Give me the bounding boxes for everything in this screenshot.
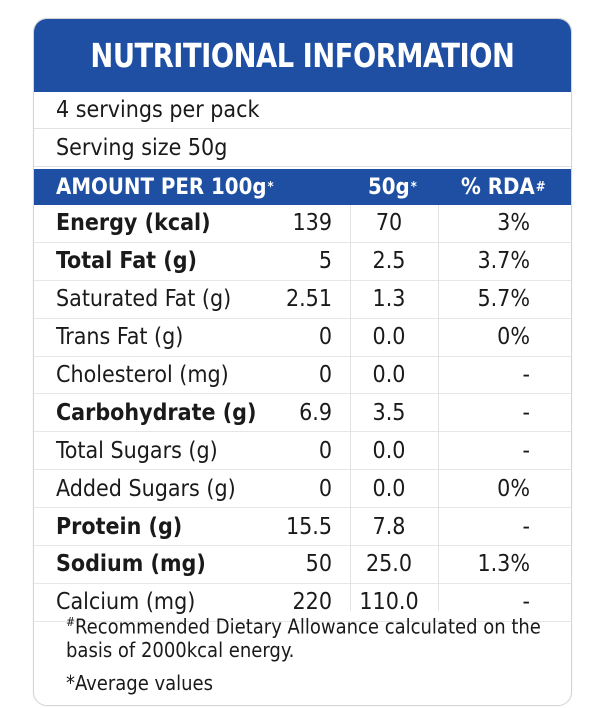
nutrient-name: Total Fat (g) [56,248,197,275]
nutrient-name: Protein (g) [56,513,183,540]
rda-footnote-text: Recommended Dietary Allowance calculated… [66,614,541,662]
header-50g-sup: * [410,179,417,195]
nutrition-label: NUTRITIONAL INFORMATION 4 servings per p… [33,18,572,706]
table-row: Energy (kcal) 139 70 3% [34,205,571,243]
servings-per-pack-row: 4 servings per pack [34,92,571,129]
value-per-100g: 0 [318,362,332,388]
value-per-100g: 2.51 [285,286,332,313]
nutrient-name: Carbohydrate (g) [56,399,257,426]
title-bar: NUTRITIONAL INFORMATION [34,19,571,92]
rda-footnote-sup: # [66,615,76,629]
header-amount-per-100g: AMOUNT PER 100g * [56,169,274,205]
value-per-50g: 0.0 [372,324,406,351]
table-row: Saturated Fat (g) 2.51 1.3 5.7% [34,281,571,319]
table-header: AMOUNT PER 100g * 50g * % RDA # [34,169,571,205]
value-per-100g: 139 [292,210,333,237]
value-per-100g: 0 [318,475,332,502]
value-rda: 5.7% [477,286,530,313]
nutrient-name: Calcium (mg) [56,589,196,616]
nutrient-name: Total Sugars (g) [56,437,218,464]
value-per-50g: 0.0 [372,362,406,388]
average-values-note: *Average values [66,671,214,695]
nutrient-name: Energy (kcal) [56,210,211,237]
value-per-100g: 5 [318,248,332,275]
column-divider [438,205,439,611]
header-rda-sup: # [535,179,546,195]
value-rda: - [522,589,530,616]
table-row: Added Sugars (g) 0 0.0 0% [34,470,571,509]
value-per-50g: 1.3 [372,286,406,313]
value-per-100g: 6.9 [299,399,332,426]
nutrient-name: Trans Fat (g) [56,324,184,351]
value-rda: - [522,513,530,540]
header-50g-label: 50g [368,174,410,200]
value-per-50g: 25.0 [365,551,413,578]
column-divider [350,205,351,611]
value-per-50g: 3.5 [372,399,406,426]
table-row: Calcium (mg) 220 110.0 - [34,584,571,622]
value-per-50g: 110.0 [359,589,419,616]
value-per-100g: 220 [292,589,333,616]
table-row: Total Sugars (g) 0 0.0 - [34,432,571,471]
serving-size: Serving size 50g [56,135,228,161]
serving-size-row: Serving size 50g [34,130,571,167]
header-amount-sup: * [267,179,274,195]
value-per-100g: 15.5 [285,513,332,540]
value-rda: - [522,399,530,426]
nutrient-name: Added Sugars (g) [56,475,236,502]
header-amount-label: AMOUNT PER 100g [56,174,267,200]
value-per-50g: 0.0 [372,475,406,502]
table-row: Protein (g) 15.5 7.8 - [34,508,571,547]
nutrient-name: Sodium (mg) [56,551,206,578]
value-per-100g: 0 [318,437,332,464]
nutrient-name: Saturated Fat (g) [56,286,232,313]
table-row: Trans Fat (g) 0 0.0 0% [34,319,571,357]
rda-footnote: #Recommended Dietary Allowance calculate… [66,611,561,662]
value-per-50g: 7.8 [372,513,406,540]
value-rda: 0% [497,475,530,502]
table-row: Sodium (mg) 50 25.0 1.3% [34,546,571,584]
value-per-50g: 2.5 [372,248,406,275]
value-rda: 0% [497,324,530,351]
table-row: Total Fat (g) 5 2.5 3.7% [34,243,571,281]
value-per-100g: 50 [305,551,332,578]
value-rda: - [522,437,530,464]
header-rda-label: % RDA [461,174,535,200]
value-rda: 1.3% [477,551,530,578]
label-title: NUTRITIONAL INFORMATION [90,36,515,75]
value-rda: 3.7% [477,248,530,275]
value-rda: - [522,362,530,388]
nutrient-rows: Energy (kcal) 139 70 3% Total Fat (g) 5 … [34,205,571,622]
table-row: Cholesterol (mg) 0 0.0 - [34,357,571,395]
header-50g: 50g * [368,169,417,205]
value-per-50g: 70 [375,210,403,237]
table-row: Carbohydrate (g) 6.9 3.5 - [34,394,571,433]
value-per-100g: 0 [318,324,332,351]
servings-per-pack: 4 servings per pack [56,97,260,123]
nutrient-name: Cholesterol (mg) [56,362,229,388]
header-rda: % RDA # [461,169,546,205]
value-per-50g: 0.0 [372,437,406,464]
value-rda: 3% [497,210,530,237]
